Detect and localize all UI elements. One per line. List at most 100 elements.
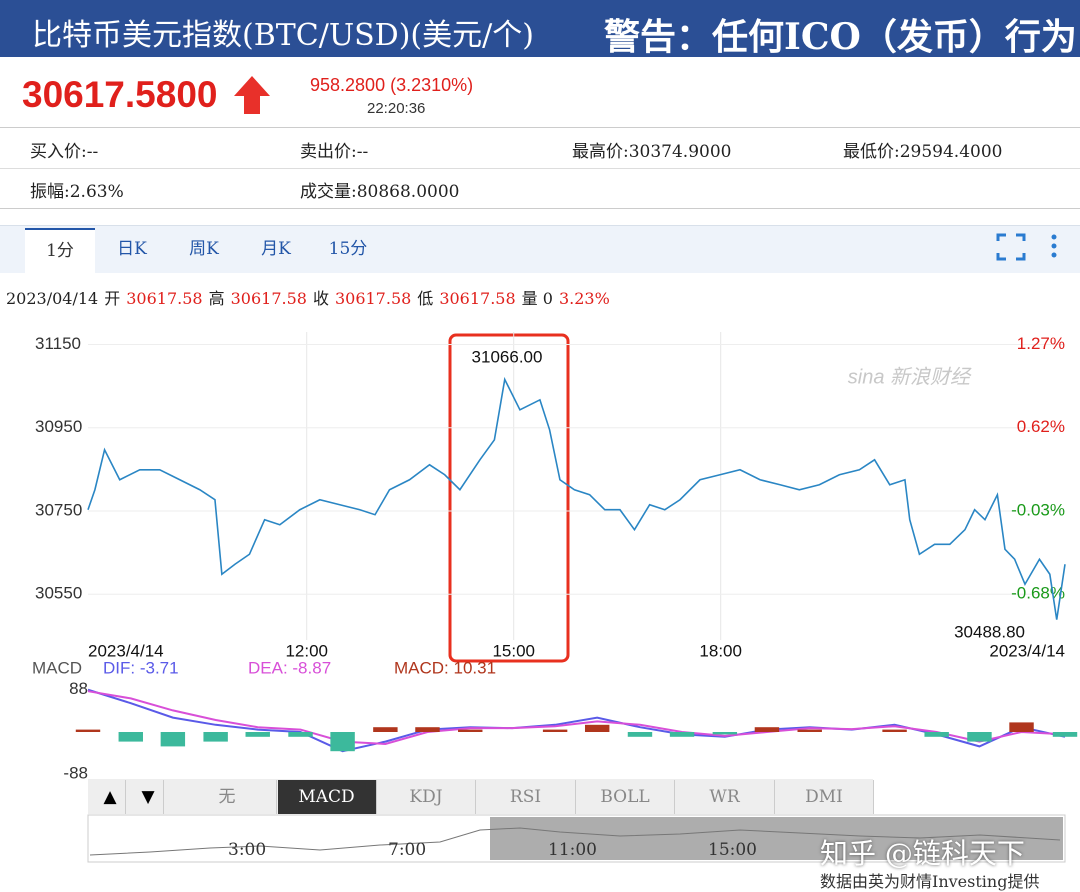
info-value: 30617.58	[126, 289, 203, 308]
macd-bar	[203, 732, 228, 742]
macd-bar	[118, 732, 143, 742]
info-line: 2023/04/14 开 30617.58 高 30617.58 收 30617.58 低 30…	[6, 285, 610, 309]
y-tick-label: 30550	[35, 584, 82, 603]
x-tick-label: 18:00	[699, 641, 742, 660]
stat: 卖出价:--	[300, 142, 369, 162]
price-line	[87, 376, 1066, 620]
x-tick-label: 2023/4/14	[989, 641, 1065, 660]
macd-line	[87, 688, 1066, 753]
macd-bar	[75, 729, 101, 732]
toolbar-icons[interactable]	[996, 233, 1066, 263]
info-value: 30617.58	[334, 289, 412, 308]
legend-entry: DEA: -8.87	[248, 658, 331, 677]
y-tick-label: 30950	[35, 417, 82, 436]
header-bar	[0, 0, 1080, 57]
macd-bar	[288, 732, 313, 737]
stats-box	[0, 127, 1080, 209]
info-value: 3.23%	[558, 289, 610, 308]
macd-bar	[330, 732, 355, 752]
min-label: 30488.80	[954, 622, 1025, 641]
y-tick-label: 88	[69, 679, 88, 698]
x-tick-label: 15:00	[492, 641, 535, 660]
legend-entry: DIF: -3.71	[103, 658, 179, 677]
y2-tick-label: 1.27%	[1017, 334, 1065, 353]
indicator-tab[interactable]: ▼	[133, 780, 164, 814]
macd-bar	[542, 729, 568, 732]
tab[interactable]: 日K	[117, 239, 147, 259]
macd-bar	[712, 732, 738, 735]
indicator-tab[interactable]: ▲	[95, 780, 126, 814]
macd-bar	[160, 732, 186, 747]
macd-bar	[415, 727, 440, 732]
watermark: sina 新浪财经	[848, 366, 972, 388]
title: 比特币美元指数(BTC/USD)(美元/个)	[32, 18, 534, 53]
change: 958.2800 (3.2310%)	[310, 75, 474, 95]
macd-bar	[584, 724, 610, 732]
info-label: 低	[417, 289, 434, 308]
navigator-line	[89, 827, 1061, 856]
notice: 警告：任何ICO（发币）行为	[604, 16, 1077, 58]
indicator-tab[interactable]: BOLL	[576, 780, 675, 814]
y-tick-label: 31150	[35, 334, 81, 353]
tab-bar	[0, 225, 1080, 273]
macd-bar	[373, 727, 398, 732]
tab[interactable]: 周K	[189, 239, 219, 259]
y-tick-label: -88	[63, 764, 88, 783]
stat: 买入价:--	[30, 142, 99, 162]
tab[interactable]: 15分	[328, 239, 368, 259]
navigator-label: 11:00	[548, 840, 597, 860]
indicator-tab[interactable]: KDJ	[377, 780, 476, 814]
y-tick-label: 30750	[35, 500, 82, 519]
macd-bar	[924, 732, 949, 737]
info-label: 高	[208, 289, 225, 308]
stat: 振幅:2.63%	[30, 182, 124, 202]
indicator-tab[interactable]: WR	[675, 780, 775, 814]
macd-bar	[797, 729, 822, 732]
macd-line	[87, 690, 1066, 746]
macd-bar	[882, 729, 907, 732]
macd-bar	[967, 732, 992, 742]
y2-tick-label: -0.68%	[1011, 584, 1065, 603]
y2-tick-label: -0.03%	[1011, 500, 1065, 519]
stat: 最高价:30374.9000	[572, 142, 732, 162]
highlight-box	[448, 333, 570, 663]
indicator-tab[interactable]: DMI	[775, 780, 874, 814]
tab[interactable]: 月K	[261, 239, 291, 259]
info-label: 量 0	[521, 289, 553, 308]
macd-bar	[245, 732, 270, 737]
indicator-tab[interactable]: 无	[178, 780, 277, 814]
navigator-label: 7:00	[388, 840, 427, 860]
indicator-tab[interactable]: RSI	[476, 780, 576, 814]
macd-bar	[1009, 722, 1034, 732]
navigator-label: 3:00	[228, 840, 267, 860]
macd-bar	[627, 732, 653, 737]
info-label: 开	[104, 289, 121, 308]
navigator-window[interactable]	[490, 817, 1063, 860]
info-date: 2023/04/14	[6, 289, 99, 308]
x-tick-label: 2023/4/14	[88, 641, 164, 660]
stat: 最低价:29594.4000	[843, 142, 1003, 162]
stat: 成交量:80868.0000	[300, 182, 460, 202]
macd-bar	[1052, 732, 1078, 737]
legend-entry: MACD: 10.31	[394, 658, 496, 677]
time: 22:20:36	[367, 100, 426, 117]
macd-bar	[669, 732, 695, 737]
price: 30617.5800	[22, 74, 218, 115]
x-tick-label: 12:00	[285, 641, 328, 660]
macd-title: MACD	[32, 658, 82, 677]
source: 数据由英为财情Investing提供	[820, 872, 1040, 891]
macd-bar	[458, 729, 483, 732]
info-value: 30617.58	[230, 289, 307, 308]
navigator-label: 15:00	[708, 840, 757, 860]
tab[interactable]: 1分	[25, 228, 95, 274]
info-value: 30617.58	[439, 289, 516, 308]
up-arrow	[234, 76, 270, 114]
indicator-tab[interactable]: MACD	[277, 780, 377, 814]
max-label: 31066.00	[472, 347, 543, 366]
y2-tick-label: 0.62%	[1017, 417, 1065, 436]
info-label: 收	[312, 289, 329, 308]
credit: 知乎 @链科天下	[820, 837, 1025, 870]
macd-bar	[754, 727, 780, 732]
